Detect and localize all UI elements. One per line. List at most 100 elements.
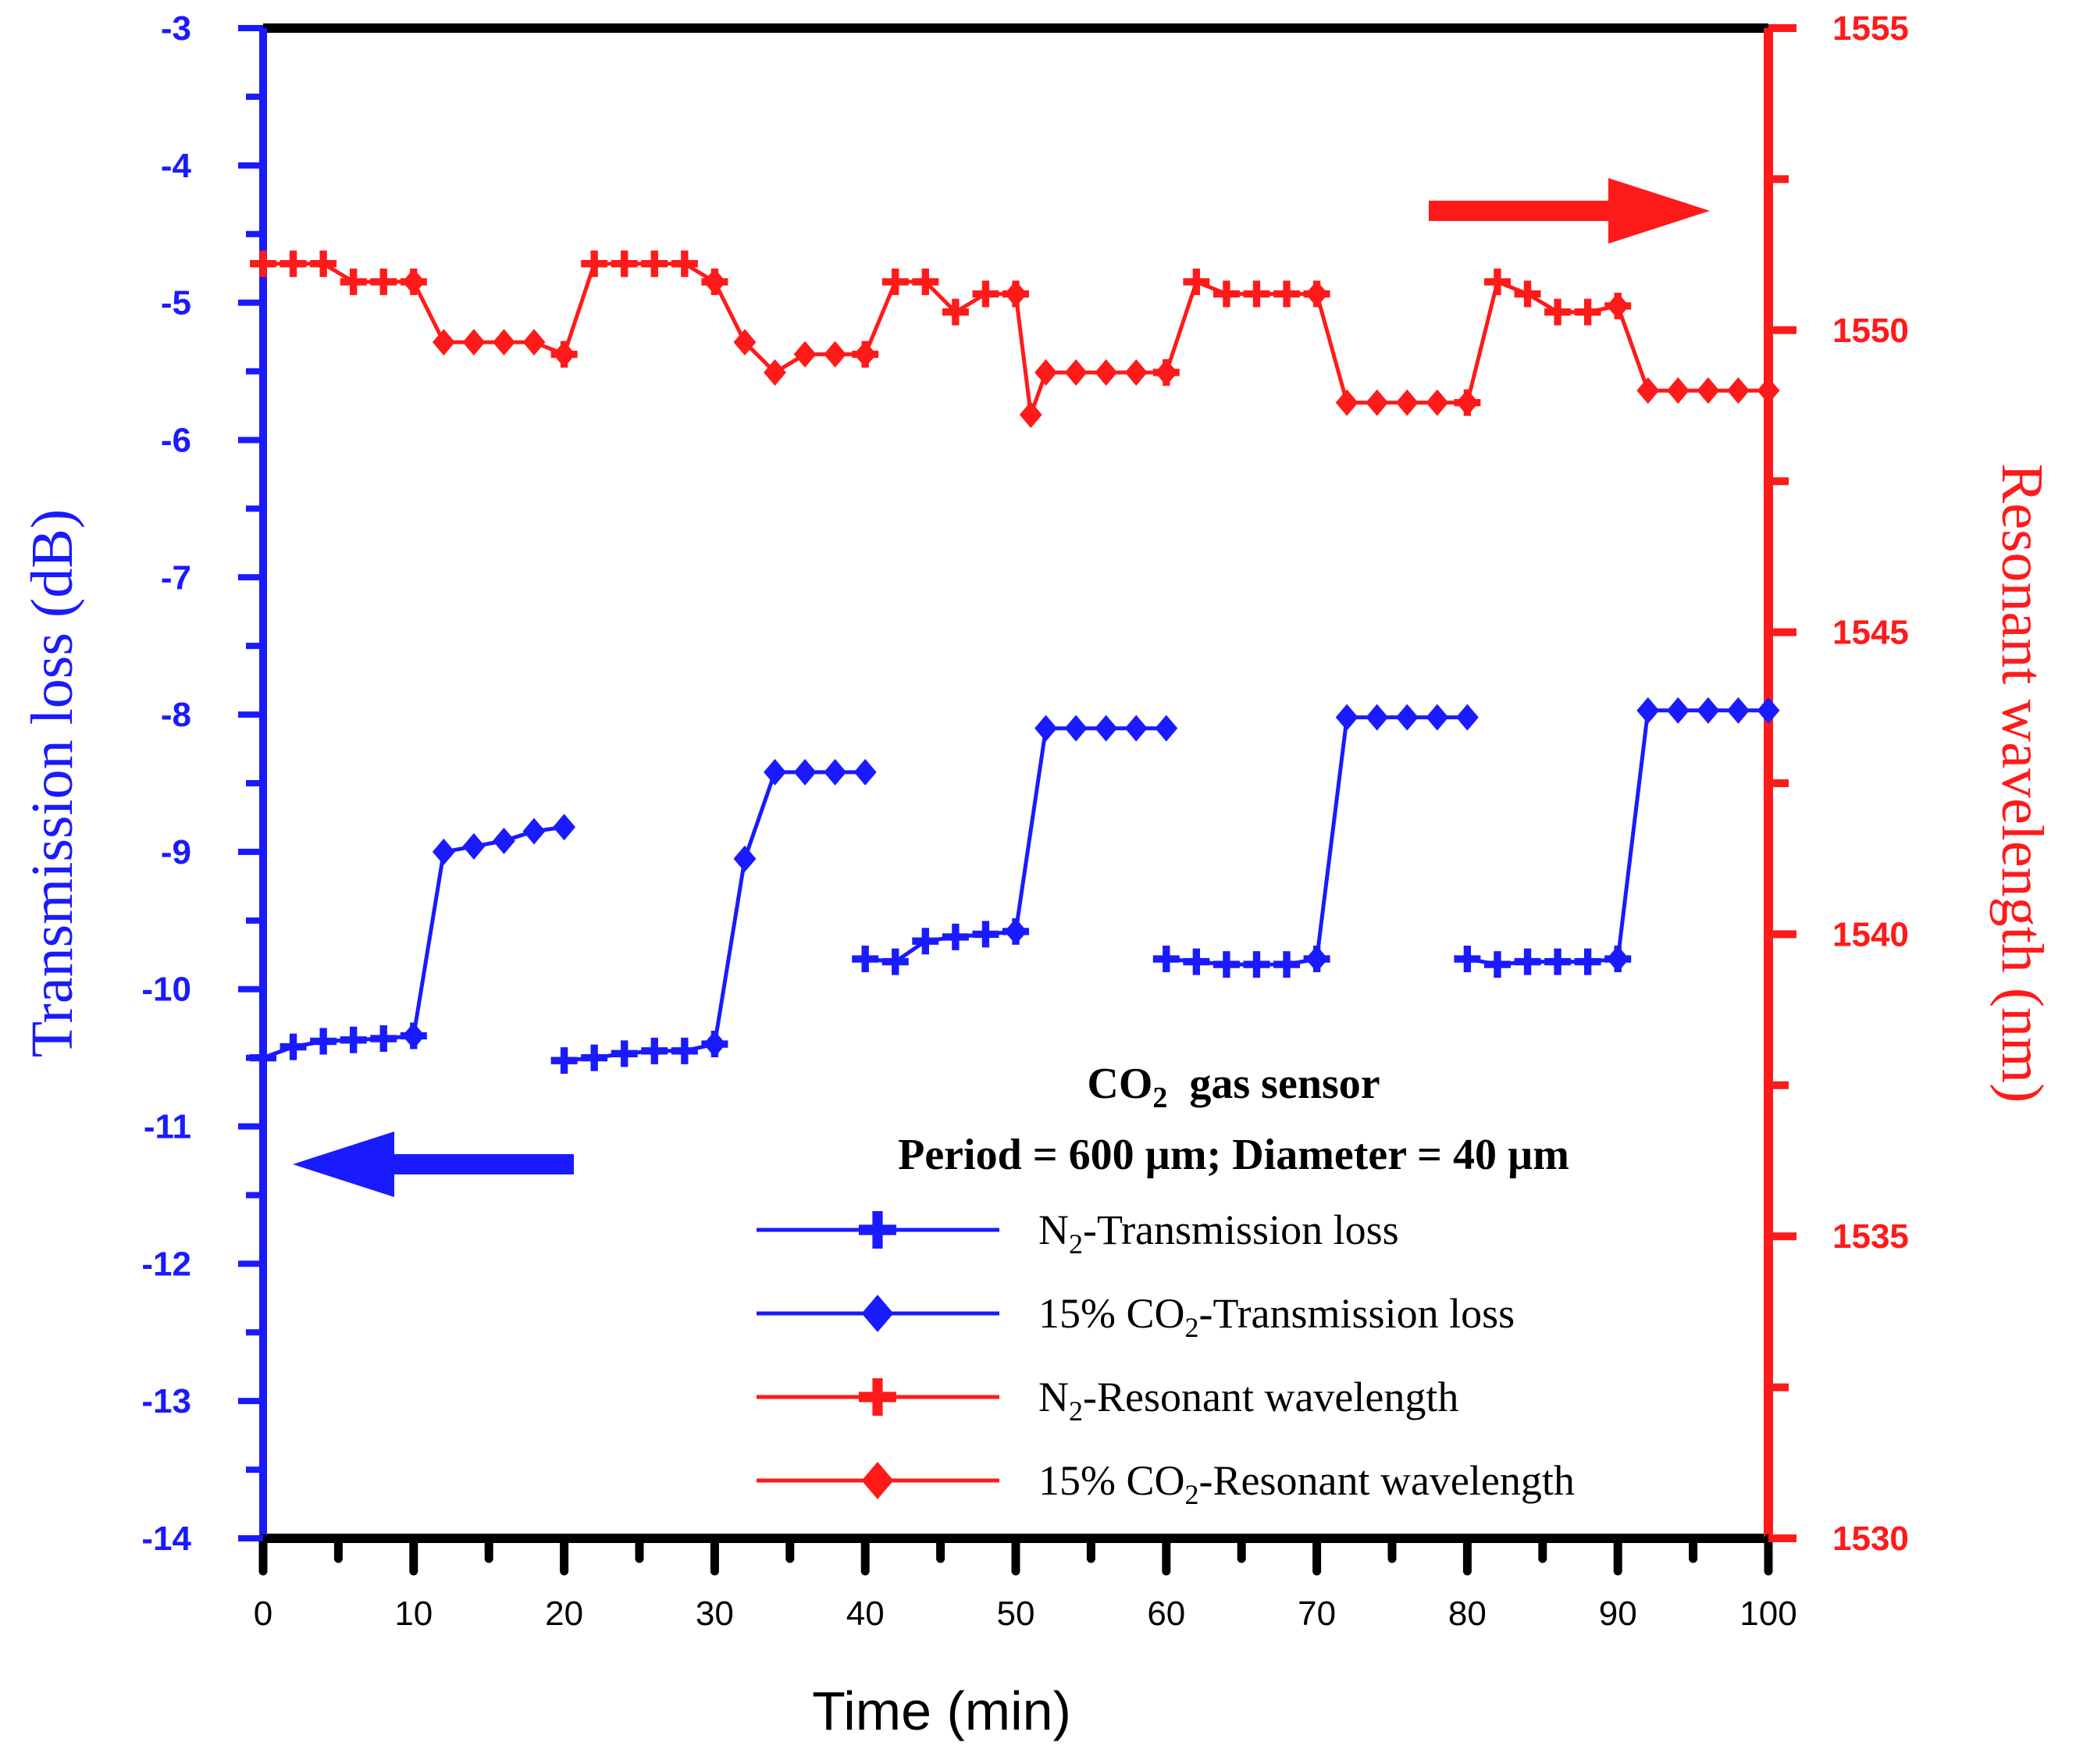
annotation-title: CO2 gas sensor	[1087, 1060, 1380, 1114]
data-point	[1636, 377, 1660, 404]
data-point	[1019, 401, 1042, 429]
data-point	[1395, 704, 1419, 731]
data-point	[703, 268, 726, 295]
left-y-tick-label: -9	[161, 833, 191, 871]
left-y-tick-label: -3	[161, 9, 191, 48]
arrow-left-icon	[293, 1131, 574, 1197]
data-point	[1544, 948, 1572, 975]
data-point	[462, 329, 486, 356]
data-point	[1757, 377, 1780, 404]
data-point	[1183, 948, 1210, 975]
x-tick-label: 0	[254, 1595, 272, 1633]
data-point	[1034, 715, 1058, 742]
data-point	[1366, 704, 1389, 731]
right-y-tick-label: 1545	[1832, 614, 1909, 652]
data-point	[1426, 704, 1449, 731]
data-point	[1124, 358, 1148, 386]
data-point	[553, 814, 576, 841]
data-point	[852, 946, 879, 973]
data-point	[1697, 697, 1720, 724]
left-y-tick-label: -11	[144, 1108, 191, 1146]
data-point	[1366, 389, 1389, 416]
data-point	[1426, 389, 1449, 416]
data-point	[402, 1022, 426, 1049]
right-y-tick-label: 1555	[1832, 9, 1909, 48]
data-point	[764, 758, 786, 786]
data-point	[1273, 280, 1301, 308]
data-point	[853, 340, 877, 368]
data-point	[550, 1047, 578, 1074]
data-point	[1335, 389, 1358, 416]
data-point	[1212, 951, 1240, 978]
x-tick-label: 50	[997, 1595, 1035, 1633]
data-point	[1455, 704, 1479, 731]
data-point	[1243, 280, 1270, 308]
data-point	[703, 1031, 726, 1058]
data-point	[1757, 697, 1780, 724]
data-point	[1726, 697, 1750, 724]
x-tick-label: 80	[1448, 1595, 1487, 1633]
data-point	[340, 1026, 367, 1053]
data-point	[611, 1040, 638, 1067]
data-point	[972, 280, 999, 308]
data-point	[1574, 298, 1601, 326]
data-point	[1305, 280, 1329, 308]
data-point	[641, 1037, 668, 1064]
legend-label: N2-Transmission loss	[1038, 1206, 1399, 1260]
data-point	[1395, 389, 1419, 416]
data-point	[1095, 715, 1118, 742]
data-point	[553, 340, 576, 368]
data-point	[733, 329, 757, 356]
data-point	[671, 1037, 698, 1064]
series-3	[402, 268, 1780, 429]
data-point	[853, 758, 877, 786]
data-point	[912, 928, 939, 955]
data-point	[912, 268, 939, 295]
data-point	[340, 268, 367, 295]
data-point	[942, 298, 969, 326]
data-point	[1574, 948, 1601, 975]
x-tick-label: 40	[846, 1595, 885, 1633]
legend-label: 15% CO2-Transmission loss	[1038, 1290, 1515, 1343]
legend-item-3: 15% CO2-Resonant wavelength	[757, 1457, 1575, 1510]
data-point	[671, 250, 698, 277]
data-point	[793, 758, 817, 786]
right-y-axis-label: Resonant wavelength (nm)	[1989, 464, 2055, 1103]
left-y-tick-label: -8	[161, 696, 191, 734]
data-point	[824, 758, 847, 786]
data-point	[1455, 389, 1479, 416]
data-point	[1243, 951, 1270, 978]
data-point	[581, 250, 608, 277]
data-point	[280, 250, 307, 277]
data-point	[611, 250, 638, 277]
data-point	[1064, 358, 1088, 386]
legend: N2-Transmission loss 15% CO2-Transmission…	[757, 1206, 1575, 1510]
data-point	[432, 329, 455, 356]
legend-item-1: 15% CO2-Transmission loss	[757, 1290, 1515, 1343]
data-point	[493, 827, 515, 854]
left-y-tick-label: -6	[161, 421, 191, 459]
legend-label: 15% CO2-Resonant wavelength	[1038, 1457, 1575, 1510]
data-point	[1483, 951, 1511, 978]
data-point	[1183, 268, 1210, 295]
x-tick-label: 10	[394, 1595, 433, 1633]
legend-label: N2-Resonant wavelength	[1038, 1374, 1458, 1427]
data-point	[310, 1028, 337, 1055]
x-tick-label: 90	[1599, 1595, 1637, 1633]
data-point	[1697, 377, 1720, 404]
legend-item-2: N2-Resonant wavelength	[757, 1374, 1458, 1427]
data-point	[1335, 704, 1358, 731]
left-y-tick-label: -14	[141, 1520, 191, 1558]
data-point	[793, 340, 817, 368]
left-y-tick-label: -12	[141, 1245, 191, 1283]
data-point	[250, 1044, 276, 1071]
data-point	[1666, 377, 1690, 404]
tick-labels: 0 10 20 30 40 50 60 70 80 90 100 -3 -4 -5 -6 -7 -8 -9 -10 -…	[141, 9, 1908, 1633]
data-point	[1095, 358, 1118, 386]
right-y-tick-label: 1535	[1832, 1217, 1909, 1256]
data-point	[1636, 697, 1660, 724]
right-y-tick-label: 1540	[1832, 915, 1909, 953]
legend-marker	[859, 1378, 896, 1416]
data-point	[370, 1025, 397, 1053]
